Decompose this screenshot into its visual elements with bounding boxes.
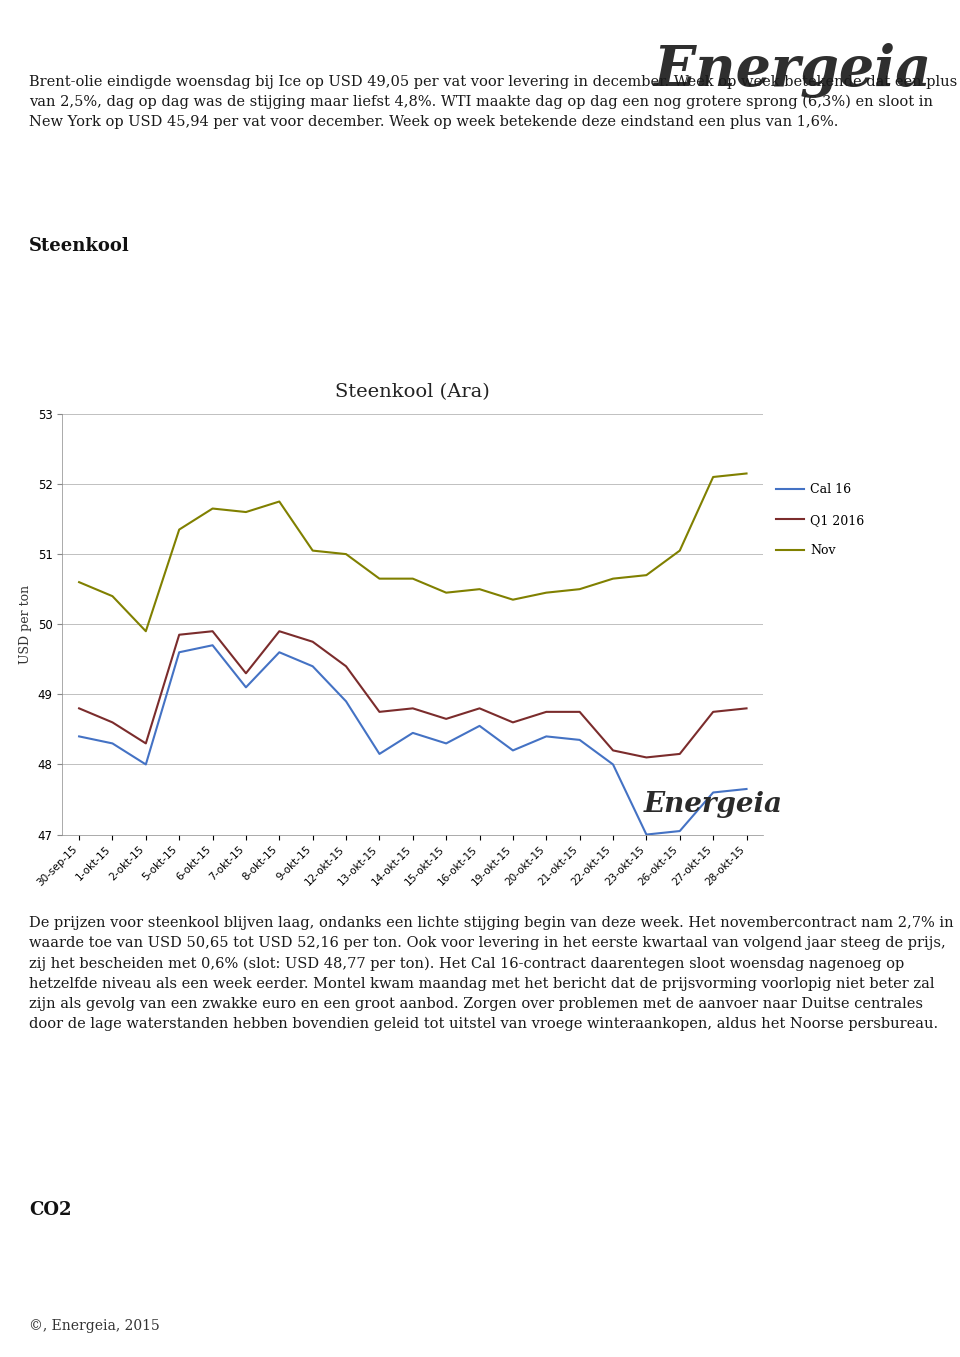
Legend: Cal 16, Q1 2016, Nov: Cal 16, Q1 2016, Nov: [777, 483, 864, 558]
Text: ©, Energeia, 2015: ©, Energeia, 2015: [29, 1319, 159, 1333]
Text: De prijzen voor steenkool blijven laag, ondanks een lichte stijging begin van de: De prijzen voor steenkool blijven laag, …: [29, 916, 953, 1031]
Text: Energeia: Energeia: [644, 791, 783, 818]
Y-axis label: USD per ton: USD per ton: [19, 585, 32, 664]
Text: Energeia: Energeia: [653, 43, 931, 99]
Title: Steenkool (Ara): Steenkool (Ara): [335, 383, 491, 402]
Text: CO2: CO2: [29, 1201, 71, 1219]
Text: Brent-olie eindigde woensdag bij Ice op USD 49,05 per vat voor levering in decem: Brent-olie eindigde woensdag bij Ice op …: [29, 75, 957, 129]
Text: Steenkool: Steenkool: [29, 237, 130, 255]
